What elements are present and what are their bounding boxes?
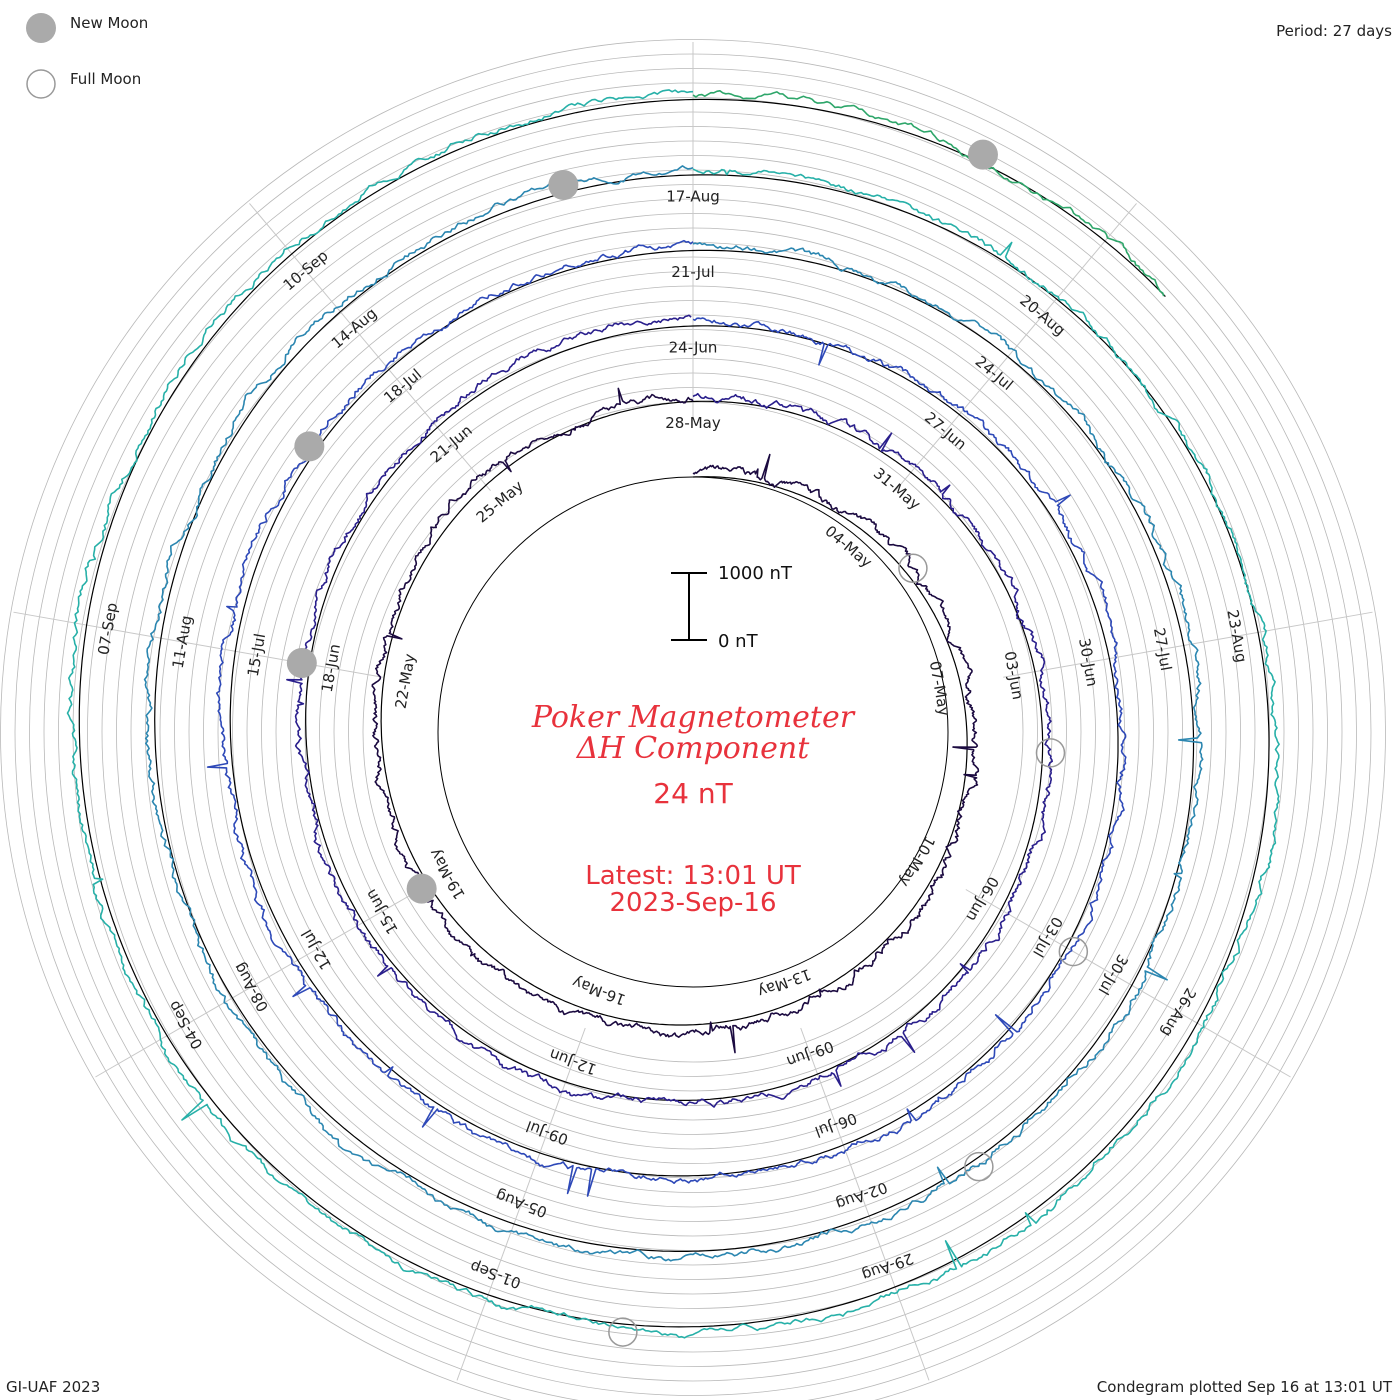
date-tick-label: 07-Sep bbox=[94, 601, 121, 656]
date-tick-label: 10-May bbox=[895, 833, 938, 890]
new-moon-marker bbox=[406, 873, 437, 904]
date-tick-label: 24-Jun bbox=[669, 339, 718, 357]
series-line bbox=[371, 387, 980, 1054]
period-spoke bbox=[456, 1027, 586, 1381]
date-tick-label: 09-Jul bbox=[524, 1117, 571, 1149]
full-moon-icon bbox=[26, 69, 56, 99]
series-line bbox=[286, 314, 1053, 1108]
credit-label: GI-UAF 2023 bbox=[6, 1378, 101, 1396]
legend: New Moon Full Moon bbox=[26, 13, 148, 99]
date-tick-label: 15-Jul bbox=[244, 632, 269, 678]
date-tick-label: 29-Aug bbox=[860, 1249, 916, 1284]
grid-ring bbox=[0, 39, 1386, 1400]
period-spokes bbox=[13, 42, 1373, 1381]
date-tick-label: 27-Jul bbox=[1150, 626, 1175, 672]
date-tick-label: 28-May bbox=[665, 414, 721, 432]
new-moon-marker bbox=[967, 139, 998, 170]
chart-title-line1: Poker Magnetometer bbox=[531, 700, 856, 735]
full-moon-marker bbox=[964, 1151, 994, 1182]
series-line bbox=[692, 90, 1165, 297]
new-moon-marker bbox=[286, 648, 317, 679]
date-tick-label: 27-Jun bbox=[921, 408, 970, 453]
moon-markers bbox=[286, 139, 1089, 1347]
scale-bar: 1000 nT 0 nT bbox=[671, 563, 793, 652]
date-tick-label: 21-Jul bbox=[671, 263, 714, 281]
date-tick-label: 23-Aug bbox=[1223, 608, 1250, 664]
date-tick-label: 16-May bbox=[570, 973, 628, 1009]
date-tick-label: 12-Jun bbox=[547, 1045, 599, 1079]
period-spoke bbox=[95, 889, 421, 1078]
full-moon-marker bbox=[898, 553, 928, 584]
period-spoke bbox=[249, 203, 491, 492]
period-spoke bbox=[965, 889, 1291, 1078]
scale-bar-top-label: 1000 nT bbox=[718, 563, 793, 584]
baseline-spiral-path bbox=[78, 98, 1270, 1328]
new-moon-icon bbox=[26, 13, 56, 43]
date-tick-label: 17-Aug bbox=[666, 188, 719, 206]
baseline-spiral bbox=[78, 98, 1270, 1328]
date-tick-label: 14-Aug bbox=[328, 304, 381, 352]
date-tick-label: 22-May bbox=[392, 652, 419, 710]
latest-time: Latest: 13:01 UT bbox=[585, 861, 801, 891]
date-tick-label: 07-May bbox=[926, 660, 953, 718]
full-moon-marker bbox=[608, 1317, 638, 1347]
period-label: Period: 27 days bbox=[1276, 22, 1392, 40]
latest-date: 2023-Sep-16 bbox=[609, 888, 776, 918]
date-tick-label: 11-Aug bbox=[169, 614, 196, 670]
date-tick-label: 20-Aug bbox=[1016, 291, 1069, 339]
current-value: 24 nT bbox=[653, 777, 733, 810]
full-moon-marker bbox=[1058, 936, 1089, 967]
date-tick-label: 03-Jun bbox=[1001, 650, 1027, 701]
period-spoke bbox=[895, 203, 1137, 492]
date-tick-label: 30-Jun bbox=[1075, 637, 1101, 688]
period-spoke bbox=[1003, 611, 1373, 678]
full-moon-marker bbox=[1035, 738, 1066, 768]
date-tick-label: 05-Aug bbox=[493, 1186, 549, 1221]
period-spoke bbox=[800, 1027, 930, 1381]
date-tick-label: 01-Sep bbox=[468, 1257, 524, 1292]
scale-bar-bottom-label: 0 nT bbox=[718, 631, 759, 652]
chart-title-line2: ΔH Component bbox=[576, 731, 810, 766]
date-tick-label: 09-Jun bbox=[784, 1037, 836, 1071]
series-line bbox=[143, 165, 1204, 1262]
series-line bbox=[66, 89, 1280, 1339]
plot-time-label: Condegram plotted Sep 16 at 13:01 UT bbox=[1096, 1378, 1392, 1396]
legend-full-moon-label: Full Moon bbox=[70, 70, 141, 88]
legend-new-moon-label: New Moon bbox=[70, 14, 148, 32]
new-moon-marker bbox=[548, 169, 579, 200]
series-line bbox=[206, 239, 1127, 1197]
date-tick-label: 03-Jul bbox=[1029, 914, 1066, 961]
data-series bbox=[66, 89, 1280, 1339]
date-tick-label: 30-Jul bbox=[1094, 951, 1131, 998]
new-moon-marker bbox=[294, 431, 325, 462]
date-tick-label: 25-May bbox=[473, 477, 527, 527]
